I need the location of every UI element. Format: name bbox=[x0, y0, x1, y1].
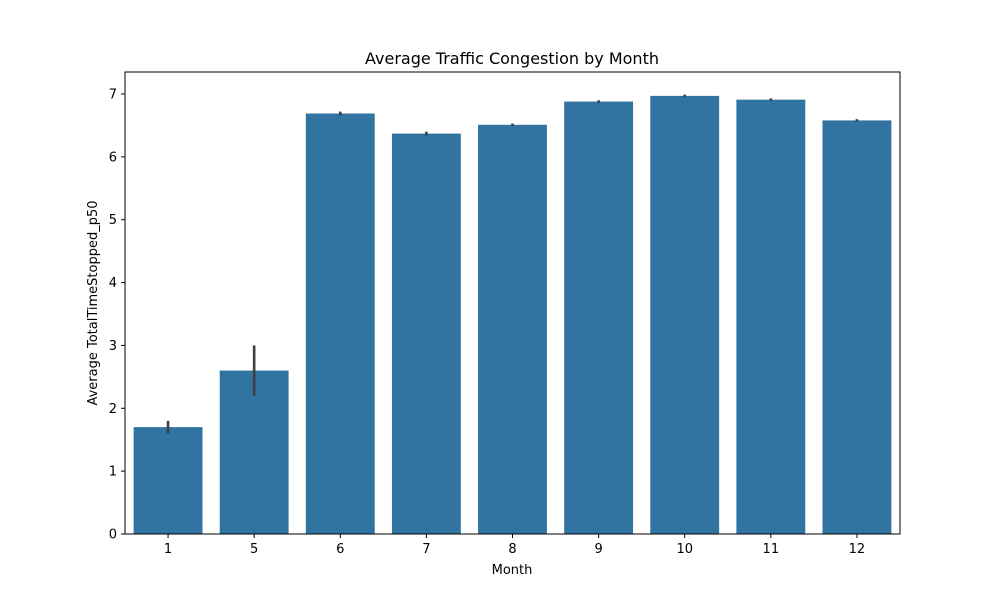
y-tick-label-1: 1 bbox=[109, 465, 117, 480]
x-axis-label: Month bbox=[492, 563, 533, 578]
y-tick-label-2: 2 bbox=[109, 402, 117, 417]
x-tick-label-9: 9 bbox=[594, 542, 602, 557]
x-tick-label-7: 7 bbox=[422, 542, 430, 557]
y-tick-label-6: 6 bbox=[109, 150, 117, 165]
bar-month-9 bbox=[564, 101, 634, 535]
y-axis-label: Average TotalTimeStopped_p50 bbox=[86, 200, 101, 405]
bar-month-5 bbox=[219, 370, 289, 534]
x-tick-label-11: 11 bbox=[763, 542, 780, 557]
x-tick-label-12: 12 bbox=[849, 542, 866, 557]
y-tick-label-0: 0 bbox=[109, 528, 117, 543]
y-tick-label-3: 3 bbox=[109, 339, 117, 354]
x-tick-label-8: 8 bbox=[508, 542, 516, 557]
y-tick-label-5: 5 bbox=[109, 213, 117, 228]
bar-month-8 bbox=[478, 124, 547, 535]
x-axis: 1 5 6 7 8 9 10 11 12 bbox=[164, 534, 865, 557]
y-axis: 0 1 2 3 4 5 6 7 bbox=[109, 88, 125, 543]
x-tick-label-5: 5 bbox=[250, 542, 258, 557]
x-tick-label-1: 1 bbox=[164, 542, 172, 557]
x-tick-label-6: 6 bbox=[336, 542, 344, 557]
y-tick-label-7: 7 bbox=[109, 88, 117, 103]
bar-month-11 bbox=[736, 99, 806, 535]
bar-month-12 bbox=[822, 120, 892, 535]
bar-month-6 bbox=[305, 113, 375, 534]
error-bars-group bbox=[166, 94, 859, 434]
chart-title: Average Traffic Congestion by Month bbox=[365, 49, 659, 68]
plot-frame bbox=[124, 71, 901, 535]
y-tick-label-4: 4 bbox=[109, 276, 117, 291]
x-tick-label-10: 10 bbox=[676, 542, 693, 557]
bar-month-1 bbox=[133, 427, 203, 534]
bar-month-7 bbox=[391, 133, 461, 534]
bars-group bbox=[133, 95, 892, 535]
bar-month-10 bbox=[650, 95, 720, 534]
